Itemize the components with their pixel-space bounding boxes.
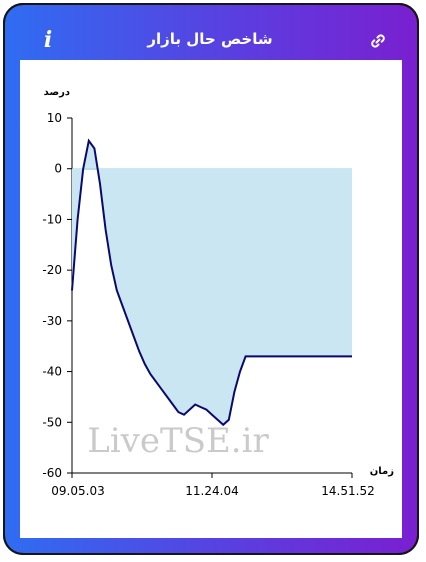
x-tick-label: 14.51.52: [321, 484, 374, 498]
y-tick-label: -40: [42, 365, 62, 379]
y-tick-label: -50: [42, 415, 62, 429]
series-area: [72, 140, 352, 425]
y-tick-label: 0: [54, 162, 62, 176]
link-icon[interactable]: [368, 31, 388, 51]
page-title: شاخص حال بازار: [147, 30, 273, 48]
series-line: [71, 138, 352, 427]
x-axis-label: زمان: [370, 466, 394, 477]
y-axis-label: درصد: [44, 87, 70, 98]
x-tick-label: 09.05.03: [51, 484, 104, 498]
y-tick-label: -30: [42, 314, 62, 328]
y-tick-label: 10: [47, 111, 62, 125]
watermark: LiveTSE.ir: [87, 421, 269, 461]
y-tick-label: -10: [42, 212, 62, 226]
y-tick-label: -20: [42, 263, 62, 277]
info-icon[interactable]: i: [43, 27, 53, 53]
y-tick-label: -60: [42, 466, 62, 480]
x-tick-label: 11.24.04: [185, 484, 238, 498]
